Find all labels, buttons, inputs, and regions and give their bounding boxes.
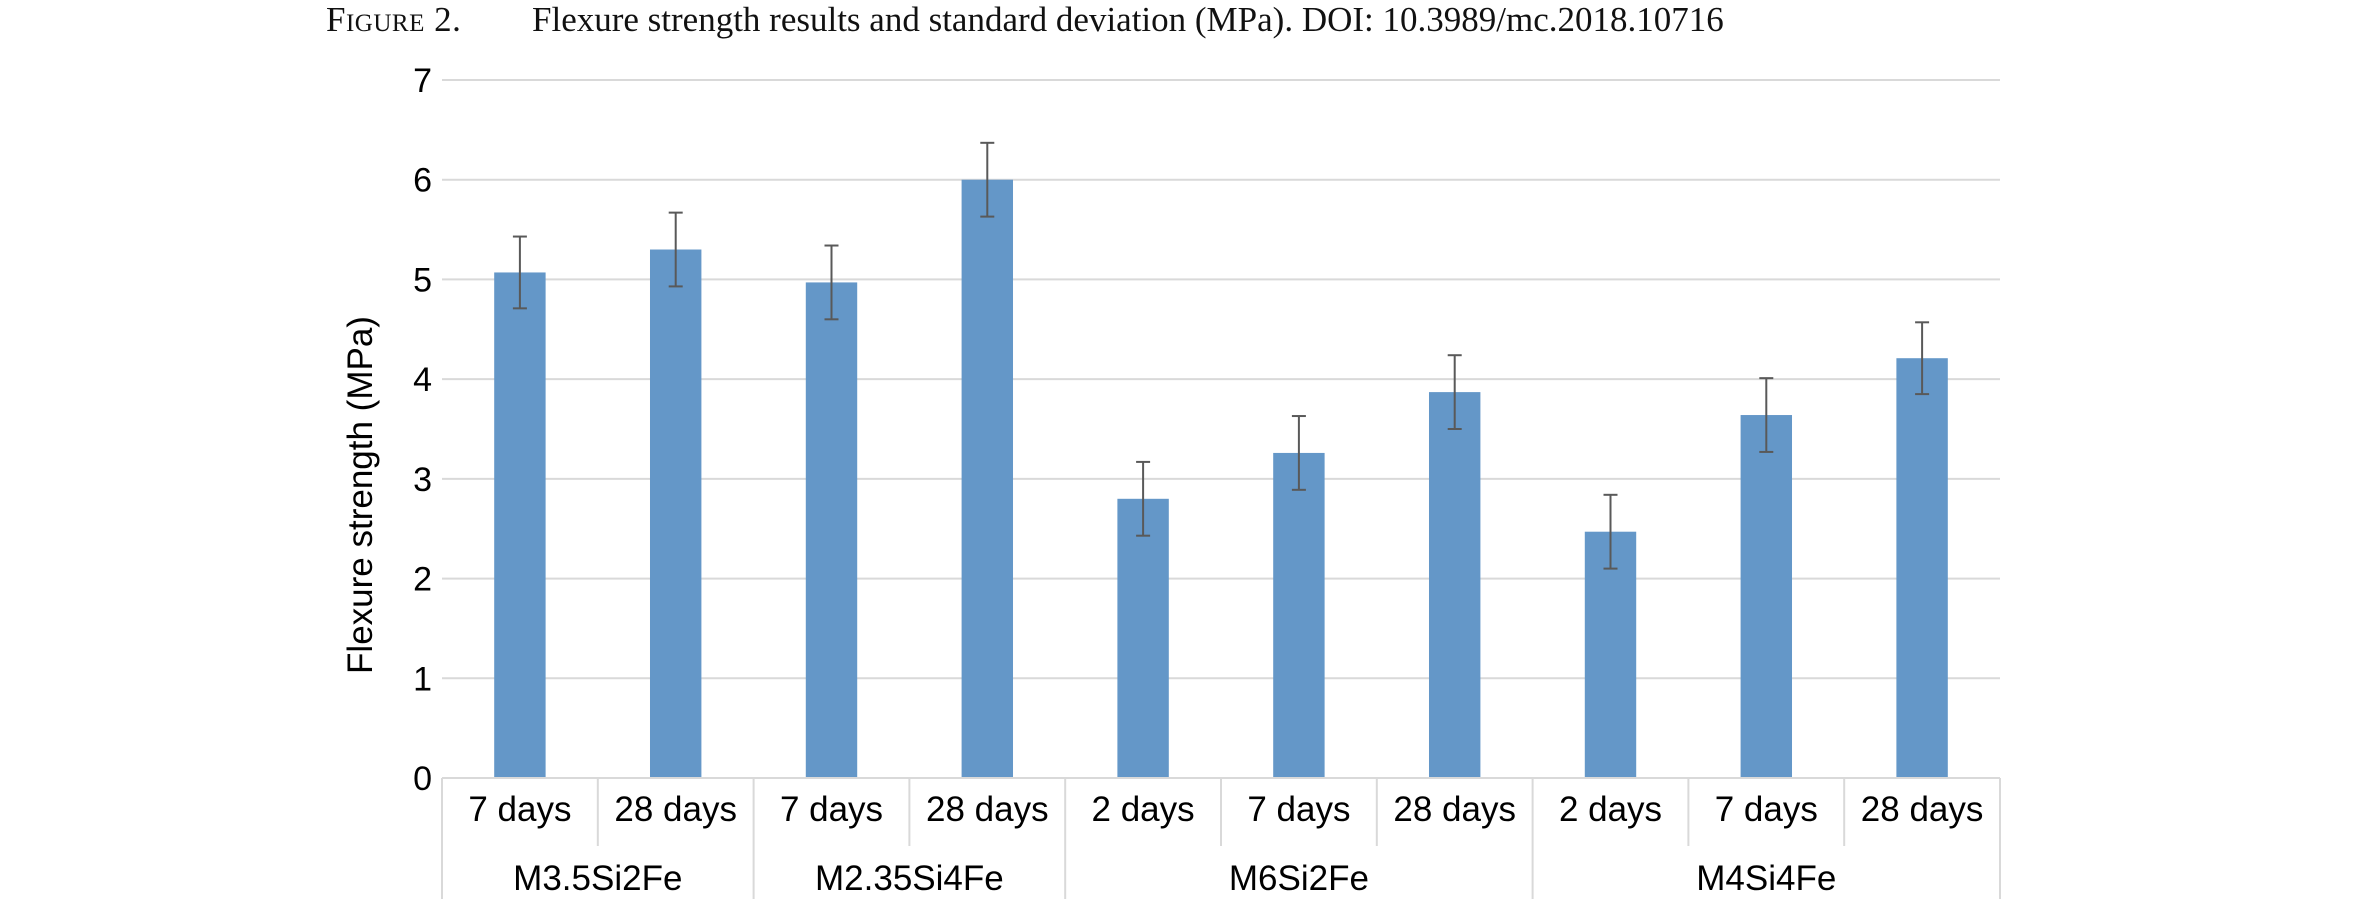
y-tick-label: 1	[413, 660, 432, 698]
figure-caption: Figure 2. Flexure strength results and s…	[0, 0, 2358, 40]
x-group-label: M4Si4Fe	[1696, 859, 1836, 898]
x-group-label: M2.35Si4Fe	[815, 859, 1004, 898]
x-axis-category-table: 7 days 28 days 7 days 28 days 2 days 7 days 28…	[441, 777, 2001, 899]
bar	[1584, 531, 1637, 778]
x-category-label: 28 days	[1393, 790, 1516, 829]
x-category-label: 7 days	[1247, 790, 1350, 829]
x-category-label: 28 days	[926, 790, 1049, 829]
bars	[494, 179, 1948, 778]
bar	[649, 249, 702, 778]
bar	[1428, 392, 1481, 778]
bar	[1740, 415, 1793, 778]
bar	[805, 282, 858, 778]
y-tick-label: 3	[413, 461, 432, 499]
x-category-label: 2 days	[1559, 790, 1662, 829]
x-group-label: M6Si2Fe	[1229, 859, 1369, 898]
y-axis-ticks: 0 1 2 3 4 5 6 7	[413, 62, 432, 798]
bar	[1896, 358, 1948, 778]
x-category-label: 7 days	[780, 790, 883, 829]
x-category-label: 7 days	[468, 790, 571, 829]
bar	[494, 272, 546, 778]
error-bars	[512, 141, 1930, 570]
y-tick-label: 5	[413, 261, 432, 299]
x-category-label: 2 days	[1092, 790, 1195, 829]
y-tick-label: 2	[413, 561, 432, 599]
gridlines	[442, 79, 2000, 779]
y-tick-label: 0	[413, 760, 432, 798]
bar	[1117, 498, 1169, 778]
x-category-label: 28 days	[614, 790, 737, 829]
x-category-label: 7 days	[1715, 790, 1818, 829]
x-category-label: 28 days	[1861, 790, 1984, 829]
y-tick-label: 4	[413, 361, 432, 399]
bar	[961, 179, 1014, 778]
x-group-label: M3.5Si2Fe	[513, 859, 682, 898]
bar	[1273, 452, 1325, 778]
y-tick-label: 7	[413, 62, 432, 100]
y-tick-label: 6	[413, 162, 432, 200]
y-axis-title: Flexure strength (MPa)	[341, 316, 380, 674]
figure-caption-text: Flexure strength results and standard de…	[532, 0, 1724, 39]
figure-label: Figure 2.	[326, 0, 462, 39]
